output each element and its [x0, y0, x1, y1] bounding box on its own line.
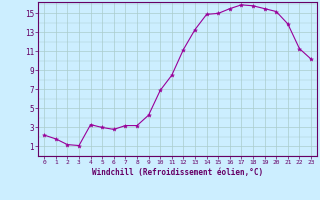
X-axis label: Windchill (Refroidissement éolien,°C): Windchill (Refroidissement éolien,°C) — [92, 168, 263, 177]
